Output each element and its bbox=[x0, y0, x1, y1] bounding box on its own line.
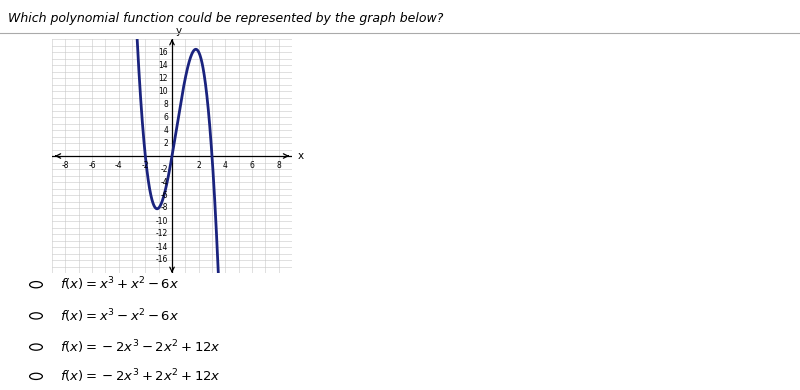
Text: -2: -2 bbox=[142, 161, 149, 170]
Text: -6: -6 bbox=[88, 161, 96, 170]
Text: $f(x) = x^3 + x^2 - 6x$: $f(x) = x^3 + x^2 - 6x$ bbox=[60, 276, 179, 294]
Text: -16: -16 bbox=[156, 255, 168, 264]
Text: 8: 8 bbox=[276, 161, 281, 170]
Text: -8: -8 bbox=[62, 161, 69, 170]
Text: 2: 2 bbox=[196, 161, 201, 170]
Text: 16: 16 bbox=[158, 48, 168, 57]
Text: 2: 2 bbox=[163, 138, 168, 147]
Text: Which polynomial function could be represented by the graph below?: Which polynomial function could be repre… bbox=[8, 12, 443, 25]
Text: -8: -8 bbox=[161, 204, 168, 213]
Text: 10: 10 bbox=[158, 87, 168, 96]
Text: 6: 6 bbox=[250, 161, 254, 170]
Text: $f(x) = -2x^3 - 2x^2 + 12x$: $f(x) = -2x^3 - 2x^2 + 12x$ bbox=[60, 338, 221, 356]
Text: x: x bbox=[298, 151, 303, 161]
Text: y: y bbox=[176, 26, 182, 36]
Text: 12: 12 bbox=[158, 73, 168, 83]
Text: 8: 8 bbox=[163, 99, 168, 108]
Text: -10: -10 bbox=[156, 216, 168, 225]
Text: -4: -4 bbox=[160, 177, 168, 186]
Text: -6: -6 bbox=[160, 190, 168, 200]
Text: 4: 4 bbox=[223, 161, 228, 170]
Text: -12: -12 bbox=[156, 229, 168, 239]
Text: -4: -4 bbox=[115, 161, 122, 170]
Text: -14: -14 bbox=[156, 243, 168, 252]
Text: -2: -2 bbox=[161, 165, 168, 174]
Text: $f(x) = -2x^3 + 2x^2 + 12x$: $f(x) = -2x^3 + 2x^2 + 12x$ bbox=[60, 367, 221, 385]
Text: 4: 4 bbox=[163, 126, 168, 135]
Text: 6: 6 bbox=[163, 112, 168, 122]
Text: 14: 14 bbox=[158, 60, 168, 69]
Text: $f(x) = x^3 - x^2 - 6x$: $f(x) = x^3 - x^2 - 6x$ bbox=[60, 307, 179, 325]
